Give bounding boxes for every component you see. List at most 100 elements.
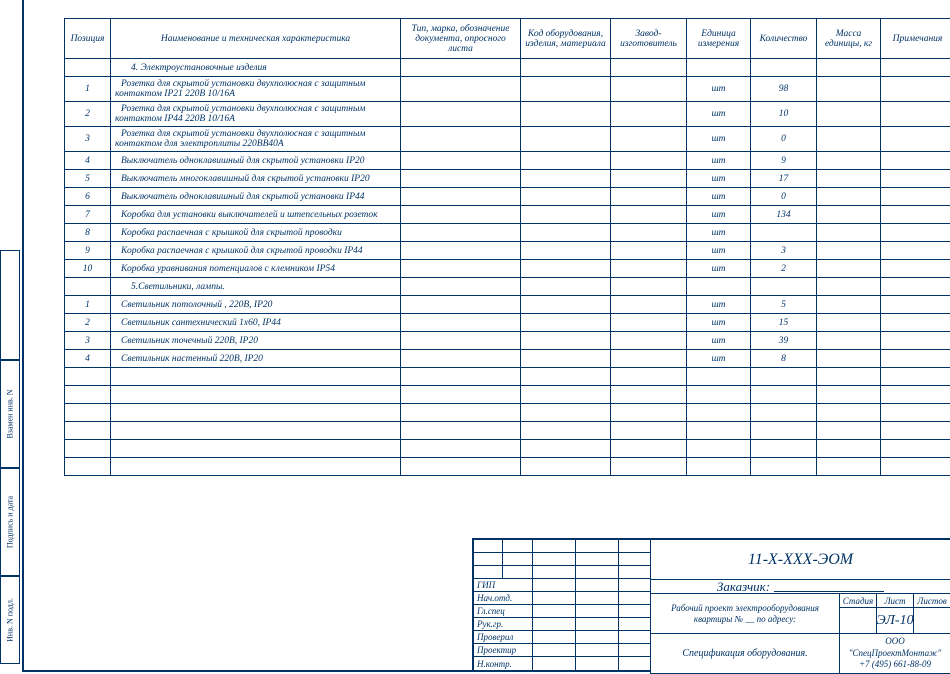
cell-code	[521, 296, 611, 314]
cell-maker	[611, 458, 687, 476]
table-row: 1Розетка для скрытой установки двухполюс…	[65, 77, 950, 102]
cell-pos: 9	[65, 242, 111, 260]
cell-qty	[751, 458, 817, 476]
tb-c	[533, 579, 576, 592]
table-row: 3Розетка для скрытой установки двухполюс…	[65, 127, 950, 152]
table-row	[65, 386, 950, 404]
col-note: Примечания	[881, 19, 950, 59]
cell-mass	[817, 404, 881, 422]
cell-name: Коробка распаечная с крышкой для скрытой…	[111, 242, 401, 260]
cell-code	[521, 224, 611, 242]
cell-maker	[611, 368, 687, 386]
table-row: 7Коробка для установки выключателей и шт…	[65, 206, 950, 224]
cell-qty: 0	[751, 188, 817, 206]
col-code: Код оборудования, изделия, материала	[521, 19, 611, 59]
stage-val	[840, 608, 877, 634]
col-unit: Единица измерения	[687, 19, 751, 59]
cell-pos	[65, 458, 111, 476]
cell-pos: 1	[65, 296, 111, 314]
cell-code	[521, 127, 611, 152]
cell-qty	[751, 440, 817, 458]
tb-c	[474, 540, 503, 553]
table-row: 5.Светильники, лампы.	[65, 278, 950, 296]
cell-maker	[611, 127, 687, 152]
cell-qty	[751, 404, 817, 422]
tb-c	[619, 631, 652, 644]
cell-type	[401, 170, 521, 188]
cell-mass	[817, 278, 881, 296]
tb-c	[533, 618, 576, 631]
cell-code	[521, 102, 611, 127]
cell-type	[401, 242, 521, 260]
project-desc: Рабочий проект электрооборудования кварт…	[650, 594, 840, 634]
table-row: 1Светильник потолочный , 220В, IP20шт5	[65, 296, 950, 314]
cell-qty	[751, 422, 817, 440]
cell-name: 4. Электроустановочные изделия	[111, 59, 401, 77]
cell-unit: шт	[687, 224, 751, 242]
cell-maker	[611, 188, 687, 206]
cell-note	[881, 59, 950, 77]
cell-type	[401, 458, 521, 476]
table-row	[65, 368, 950, 386]
cell-name	[111, 422, 401, 440]
cell-type	[401, 102, 521, 127]
cell-name: Розетка для скрытой установки двухполюсн…	[111, 127, 401, 152]
cell-mass	[817, 422, 881, 440]
role-prov: Проверил	[474, 631, 533, 644]
cell-pos: 4	[65, 152, 111, 170]
tb-c	[576, 644, 619, 657]
cell-code	[521, 278, 611, 296]
cell-maker	[611, 260, 687, 278]
cell-qty: 8	[751, 350, 817, 368]
cell-pos	[65, 278, 111, 296]
cell-note	[881, 170, 950, 188]
cell-name: Коробка для установки выключателей и ште…	[111, 206, 401, 224]
cell-code	[521, 242, 611, 260]
cell-note	[881, 404, 950, 422]
cell-pos: 6	[65, 188, 111, 206]
cell-type	[401, 314, 521, 332]
side-margin: Инв. N подл. Подпись и дата Взамен инв. …	[0, 0, 22, 672]
table-header-row: Позиция Наименование и техническая харак…	[65, 19, 950, 59]
cell-unit: шт	[687, 170, 751, 188]
table-row: 4Выключатель одноклавишный для скрытой у…	[65, 152, 950, 170]
tb-c	[533, 540, 576, 553]
col-qty: Количество	[751, 19, 817, 59]
cell-unit: шт	[687, 206, 751, 224]
cell-type	[401, 127, 521, 152]
tb-c	[619, 618, 652, 631]
cell-unit: шт	[687, 296, 751, 314]
cell-code	[521, 314, 611, 332]
tb-c	[576, 592, 619, 605]
cell-code	[521, 350, 611, 368]
cell-type	[401, 224, 521, 242]
col-mass: Масса единицы, кг	[817, 19, 881, 59]
tb-c	[576, 553, 619, 566]
table-row: 3Светильник точечный 220В, IP20шт39	[65, 332, 950, 350]
title-block: ГИП Заказчик: Нач.отд. Рабочий проект эл…	[472, 538, 950, 670]
cell-unit	[687, 368, 751, 386]
tb-c	[474, 566, 503, 579]
col-maker: Завод-изготовитель	[611, 19, 687, 59]
cell-mass	[817, 102, 881, 127]
table-row	[65, 422, 950, 440]
cell-code	[521, 368, 611, 386]
cell-note	[881, 152, 950, 170]
cell-pos: 3	[65, 127, 111, 152]
cell-type	[401, 404, 521, 422]
cell-mass	[817, 206, 881, 224]
cell-type	[401, 368, 521, 386]
side-sign: Подпись и дата	[0, 468, 20, 576]
cell-note	[881, 314, 950, 332]
tb-c	[533, 592, 576, 605]
cell-maker	[611, 77, 687, 102]
cell-maker	[611, 278, 687, 296]
cell-code	[521, 422, 611, 440]
tb-c	[503, 566, 533, 579]
tb-c	[576, 579, 619, 592]
tb-c	[576, 657, 619, 670]
table-row: 2Светильник сантехнический 1х60, IP44шт1…	[65, 314, 950, 332]
cell-pos	[65, 404, 111, 422]
cell-mass	[817, 77, 881, 102]
role-proekt: Проектир	[474, 644, 533, 657]
